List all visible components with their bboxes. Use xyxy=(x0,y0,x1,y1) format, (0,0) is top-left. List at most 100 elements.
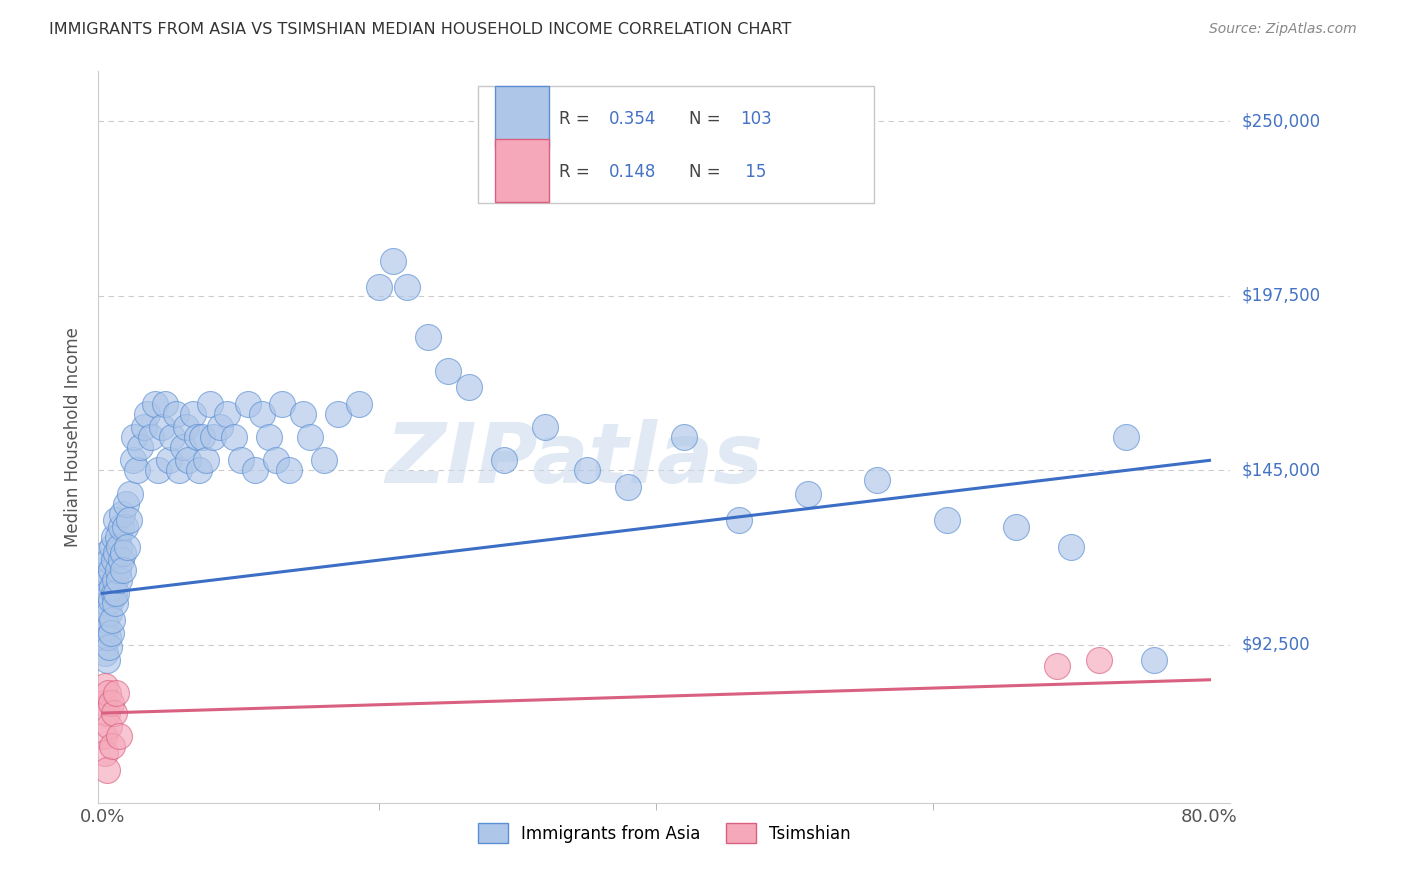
Point xyxy=(103,586,125,600)
Point xyxy=(236,397,259,411)
Point xyxy=(165,407,187,421)
Point xyxy=(93,696,115,710)
Point xyxy=(146,463,169,477)
Point xyxy=(150,420,173,434)
Point xyxy=(264,453,287,467)
Point xyxy=(195,453,218,467)
Point xyxy=(98,640,121,654)
Point xyxy=(181,407,204,421)
Point xyxy=(101,580,124,594)
FancyBboxPatch shape xyxy=(478,86,873,203)
Point xyxy=(368,280,391,294)
Point xyxy=(96,763,118,777)
Point xyxy=(1004,520,1026,534)
Text: IMMIGRANTS FROM ASIA VS TSIMSHIAN MEDIAN HOUSEHOLD INCOME CORRELATION CHART: IMMIGRANTS FROM ASIA VS TSIMSHIAN MEDIAN… xyxy=(49,22,792,37)
Point xyxy=(129,440,152,454)
Text: N =: N = xyxy=(689,110,725,128)
Point xyxy=(200,397,222,411)
Point xyxy=(103,706,125,720)
Text: 15: 15 xyxy=(740,163,766,181)
Point xyxy=(326,407,349,421)
Point xyxy=(292,407,315,421)
Point xyxy=(312,453,335,467)
Text: $145,000: $145,000 xyxy=(1241,461,1320,479)
Point xyxy=(120,486,142,500)
Point xyxy=(243,463,266,477)
Point xyxy=(110,520,132,534)
Text: $250,000: $250,000 xyxy=(1241,112,1320,130)
Point xyxy=(100,626,122,640)
Point xyxy=(100,593,122,607)
Text: $197,500: $197,500 xyxy=(1241,287,1320,305)
Text: 0.354: 0.354 xyxy=(609,110,657,128)
Text: N =: N = xyxy=(689,163,725,181)
Point xyxy=(103,530,125,544)
Point xyxy=(118,513,141,527)
Point xyxy=(458,380,481,394)
Point xyxy=(172,440,194,454)
Point xyxy=(98,719,121,733)
Point xyxy=(153,397,176,411)
FancyBboxPatch shape xyxy=(495,139,548,202)
Point xyxy=(202,430,225,444)
Point xyxy=(114,520,136,534)
Point xyxy=(101,739,124,754)
Point xyxy=(278,463,301,477)
Point xyxy=(93,580,115,594)
Point xyxy=(97,686,120,700)
Point xyxy=(177,453,200,467)
Point xyxy=(97,630,120,644)
Point xyxy=(575,463,598,477)
Point xyxy=(1046,659,1069,673)
Point xyxy=(167,463,190,477)
Point xyxy=(347,397,370,411)
Point xyxy=(672,430,695,444)
Point xyxy=(534,420,557,434)
Point xyxy=(96,596,118,610)
Point xyxy=(186,430,208,444)
Point xyxy=(1088,653,1111,667)
Point xyxy=(110,553,132,567)
Point xyxy=(98,607,121,621)
Point xyxy=(124,430,146,444)
Point xyxy=(1143,653,1166,667)
Point xyxy=(101,540,124,554)
Point xyxy=(115,497,138,511)
Point xyxy=(98,553,121,567)
Point xyxy=(617,480,640,494)
Point xyxy=(257,430,280,444)
Point xyxy=(135,407,157,421)
Point xyxy=(105,546,128,560)
Point xyxy=(728,513,751,527)
Point xyxy=(1060,540,1083,554)
Point xyxy=(222,430,245,444)
Point xyxy=(188,463,211,477)
Point xyxy=(191,430,214,444)
Point xyxy=(104,573,127,587)
Point xyxy=(103,553,125,567)
Point xyxy=(96,619,118,633)
Point xyxy=(111,507,134,521)
Point xyxy=(96,653,118,667)
Point xyxy=(160,430,183,444)
Point xyxy=(139,430,162,444)
Point xyxy=(108,540,131,554)
Point xyxy=(94,746,117,760)
Point xyxy=(382,253,405,268)
Point xyxy=(97,573,120,587)
Point xyxy=(105,586,128,600)
Point xyxy=(299,430,322,444)
Point xyxy=(93,729,115,743)
Point xyxy=(101,613,124,627)
Point xyxy=(96,546,118,560)
Point xyxy=(229,453,252,467)
Point xyxy=(112,546,135,560)
Point xyxy=(143,397,166,411)
Point xyxy=(96,706,118,720)
Point xyxy=(797,486,820,500)
Point xyxy=(105,686,128,700)
Point xyxy=(866,473,889,487)
Point xyxy=(108,729,131,743)
Point xyxy=(122,453,145,467)
Point xyxy=(107,530,129,544)
